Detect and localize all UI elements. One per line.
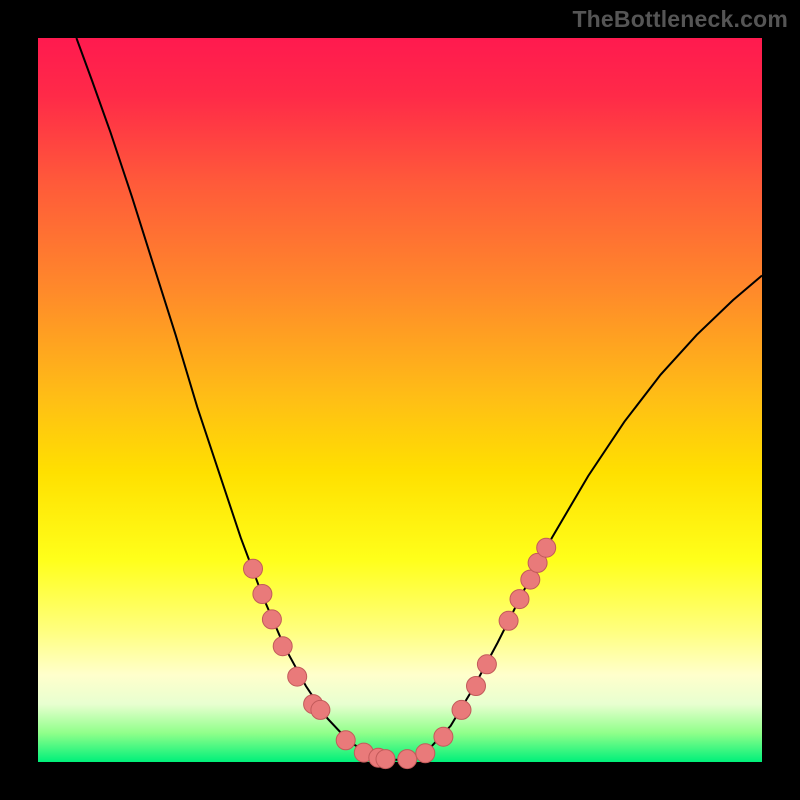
data-marker xyxy=(477,655,496,674)
data-marker xyxy=(521,570,540,589)
data-marker xyxy=(416,744,435,763)
data-marker xyxy=(336,731,355,750)
watermark-text: TheBottleneck.com xyxy=(572,6,788,33)
plot-background xyxy=(38,38,762,762)
data-marker xyxy=(311,700,330,719)
chart-root: { "watermark": { "text": "TheBottleneck.… xyxy=(0,0,800,800)
data-marker xyxy=(376,750,395,769)
chart-svg xyxy=(0,0,800,800)
data-marker xyxy=(262,610,281,629)
data-marker xyxy=(499,611,518,630)
data-marker xyxy=(244,559,263,578)
data-marker xyxy=(253,585,272,604)
data-marker xyxy=(434,727,453,746)
data-marker xyxy=(467,677,486,696)
data-marker xyxy=(537,538,556,557)
data-marker xyxy=(288,667,307,686)
data-marker xyxy=(398,750,417,769)
data-marker xyxy=(273,637,292,656)
data-marker xyxy=(510,590,529,609)
data-marker xyxy=(452,700,471,719)
